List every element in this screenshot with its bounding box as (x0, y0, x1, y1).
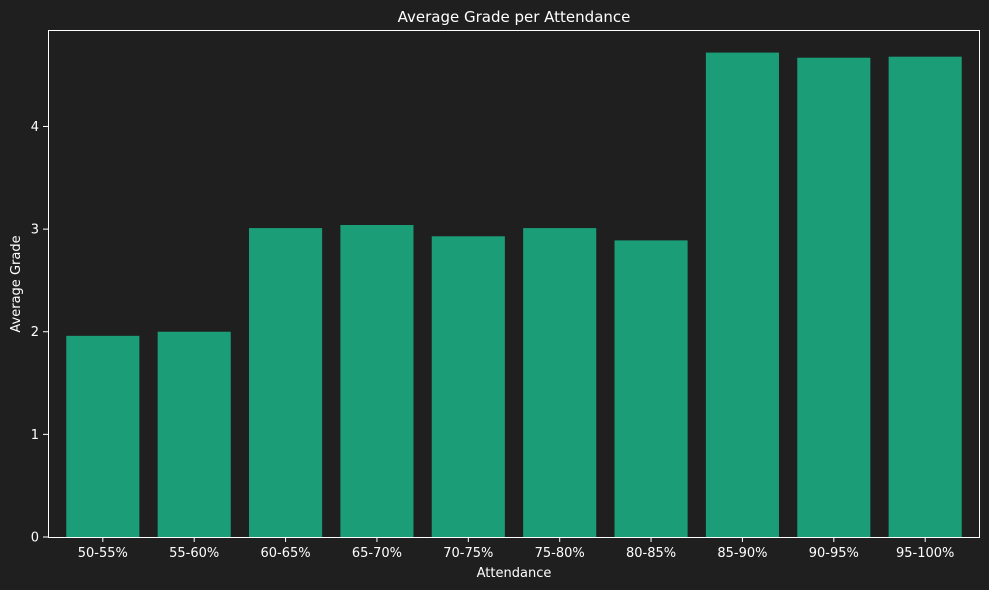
x-axis-ticks: 50-55% 55-60% 60-65% 65-70% 70-75% 75-80% 80-8… (78, 537, 954, 561)
bar-3 (340, 225, 414, 537)
x-tick-label-3: 65-70% (352, 546, 402, 561)
bar-4 (431, 236, 505, 538)
plot-frame (48, 30, 980, 538)
chart-title: Average Grade per Attendance (398, 8, 631, 26)
bar-5 (523, 228, 597, 537)
bar-9 (888, 56, 962, 538)
bar-group (66, 52, 962, 538)
y-axis-ticks: 0 1 2 3 4 (31, 120, 48, 546)
bar-6 (614, 240, 688, 537)
y-tick-label-2: 2 (31, 325, 39, 340)
x-tick-label-8: 90-95% (809, 546, 859, 561)
bar-0 (66, 335, 140, 537)
y-tick-label-1: 1 (31, 428, 39, 443)
x-tick-label-4: 70-75% (443, 546, 493, 561)
x-tick-label-6: 80-85% (626, 546, 676, 561)
y-tick-label-4: 4 (31, 120, 39, 135)
bar-7 (705, 52, 779, 537)
bar-1 (157, 331, 231, 537)
x-tick-label-7: 85-90% (717, 546, 767, 561)
x-tick-label-9: 95-100% (896, 546, 954, 561)
x-tick-label-2: 60-65% (260, 546, 310, 561)
y-tick-label-3: 3 (31, 223, 39, 238)
y-tick-label-0: 0 (31, 531, 39, 546)
x-tick-label-0: 50-55% (78, 546, 128, 561)
x-axis-label: Attendance (477, 566, 552, 581)
y-axis-label: Average Grade (9, 235, 24, 332)
x-tick-label-5: 75-80% (535, 546, 585, 561)
x-tick-label-1: 55-60% (169, 546, 219, 561)
bar-8 (797, 57, 871, 538)
bar-2 (249, 228, 323, 537)
